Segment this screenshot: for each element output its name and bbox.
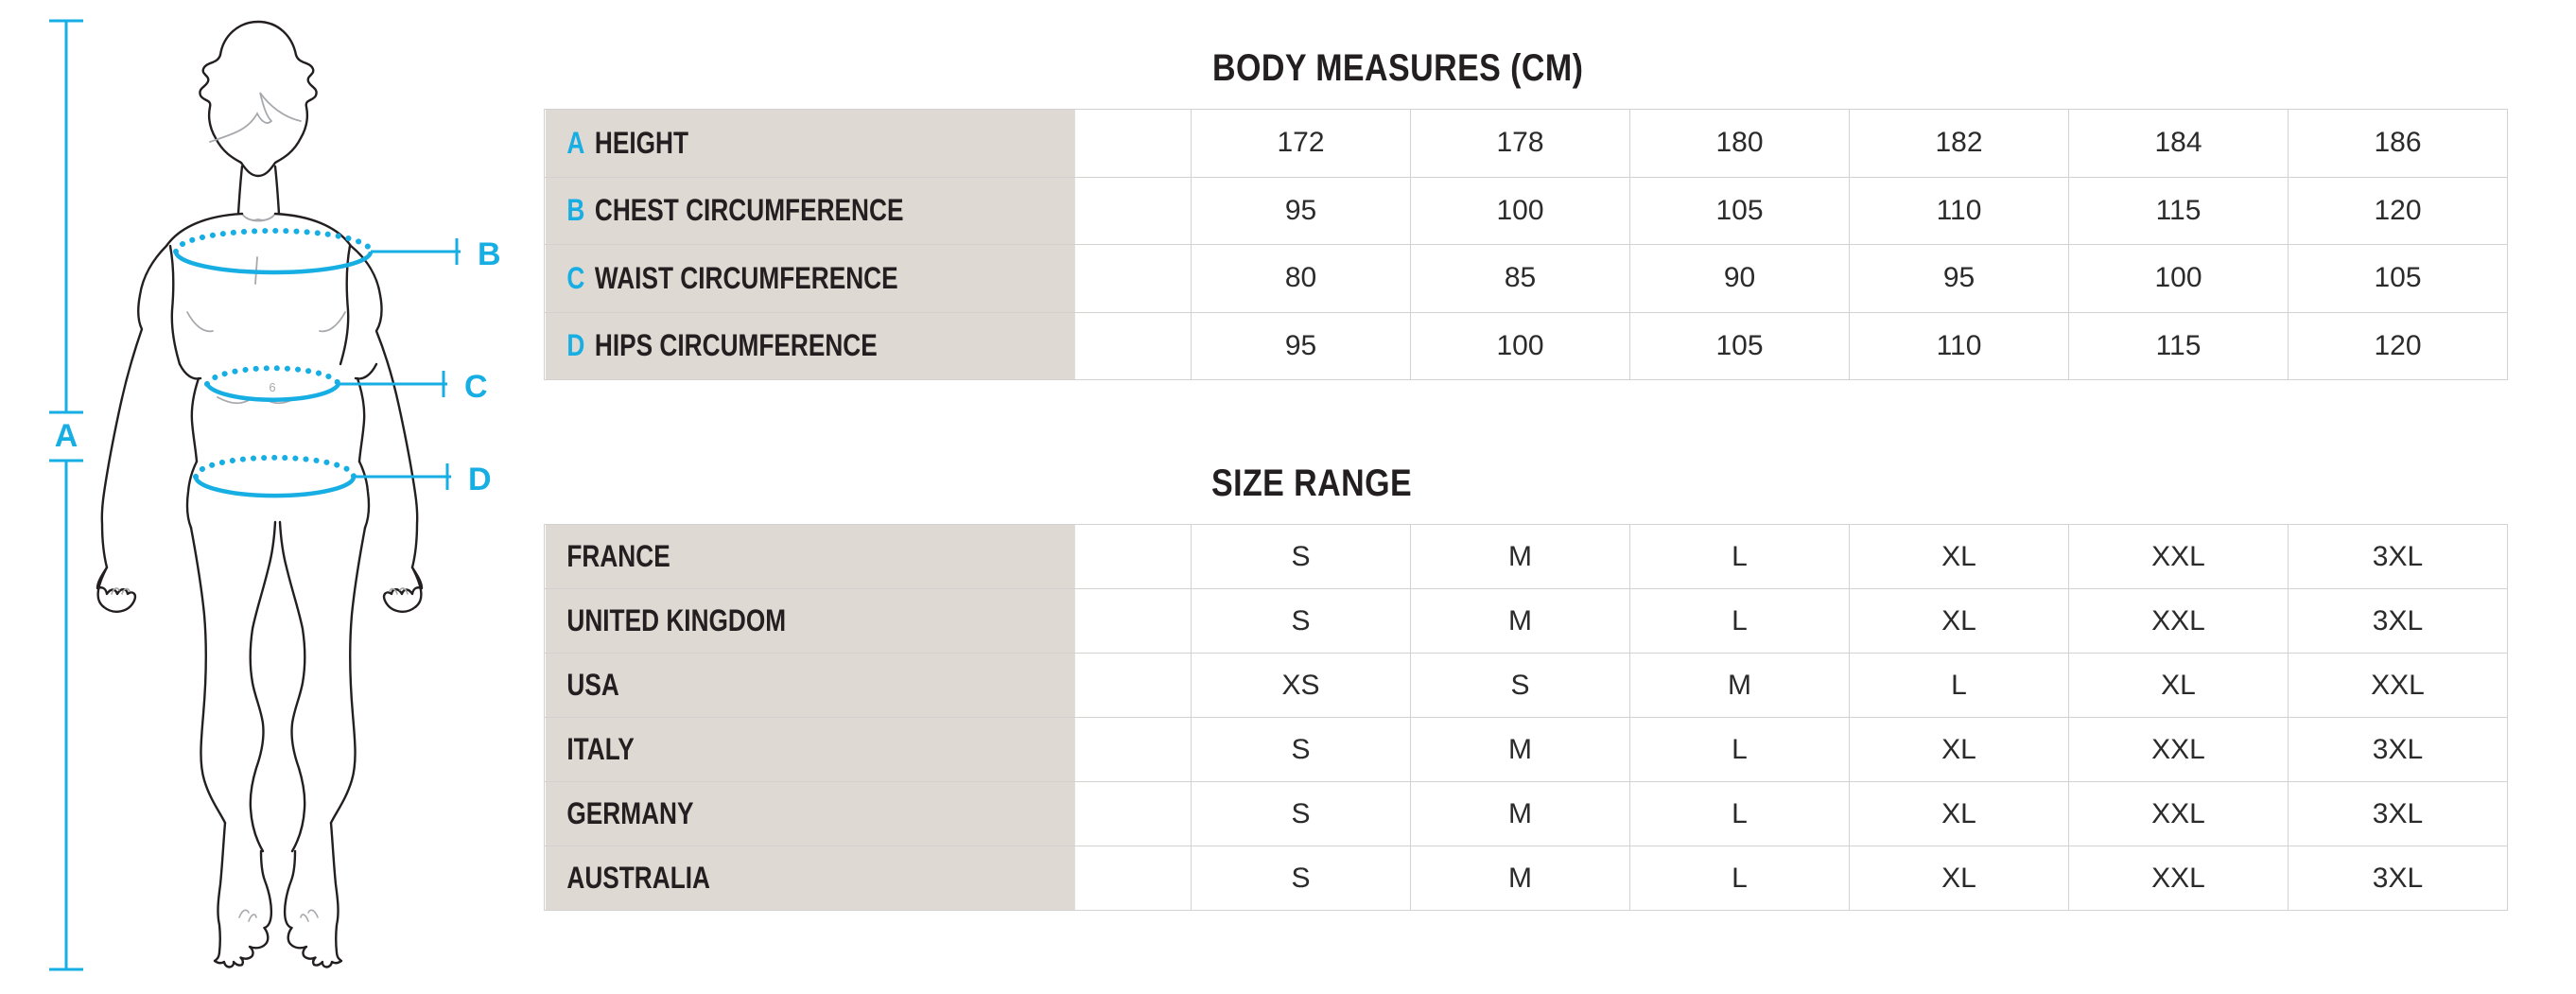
svg-text:D: D <box>468 462 492 497</box>
svg-text:6: 6 <box>269 380 275 394</box>
svg-text:C: C <box>464 369 488 405</box>
svg-text:A: A <box>55 418 78 454</box>
svg-text:B: B <box>478 236 501 272</box>
